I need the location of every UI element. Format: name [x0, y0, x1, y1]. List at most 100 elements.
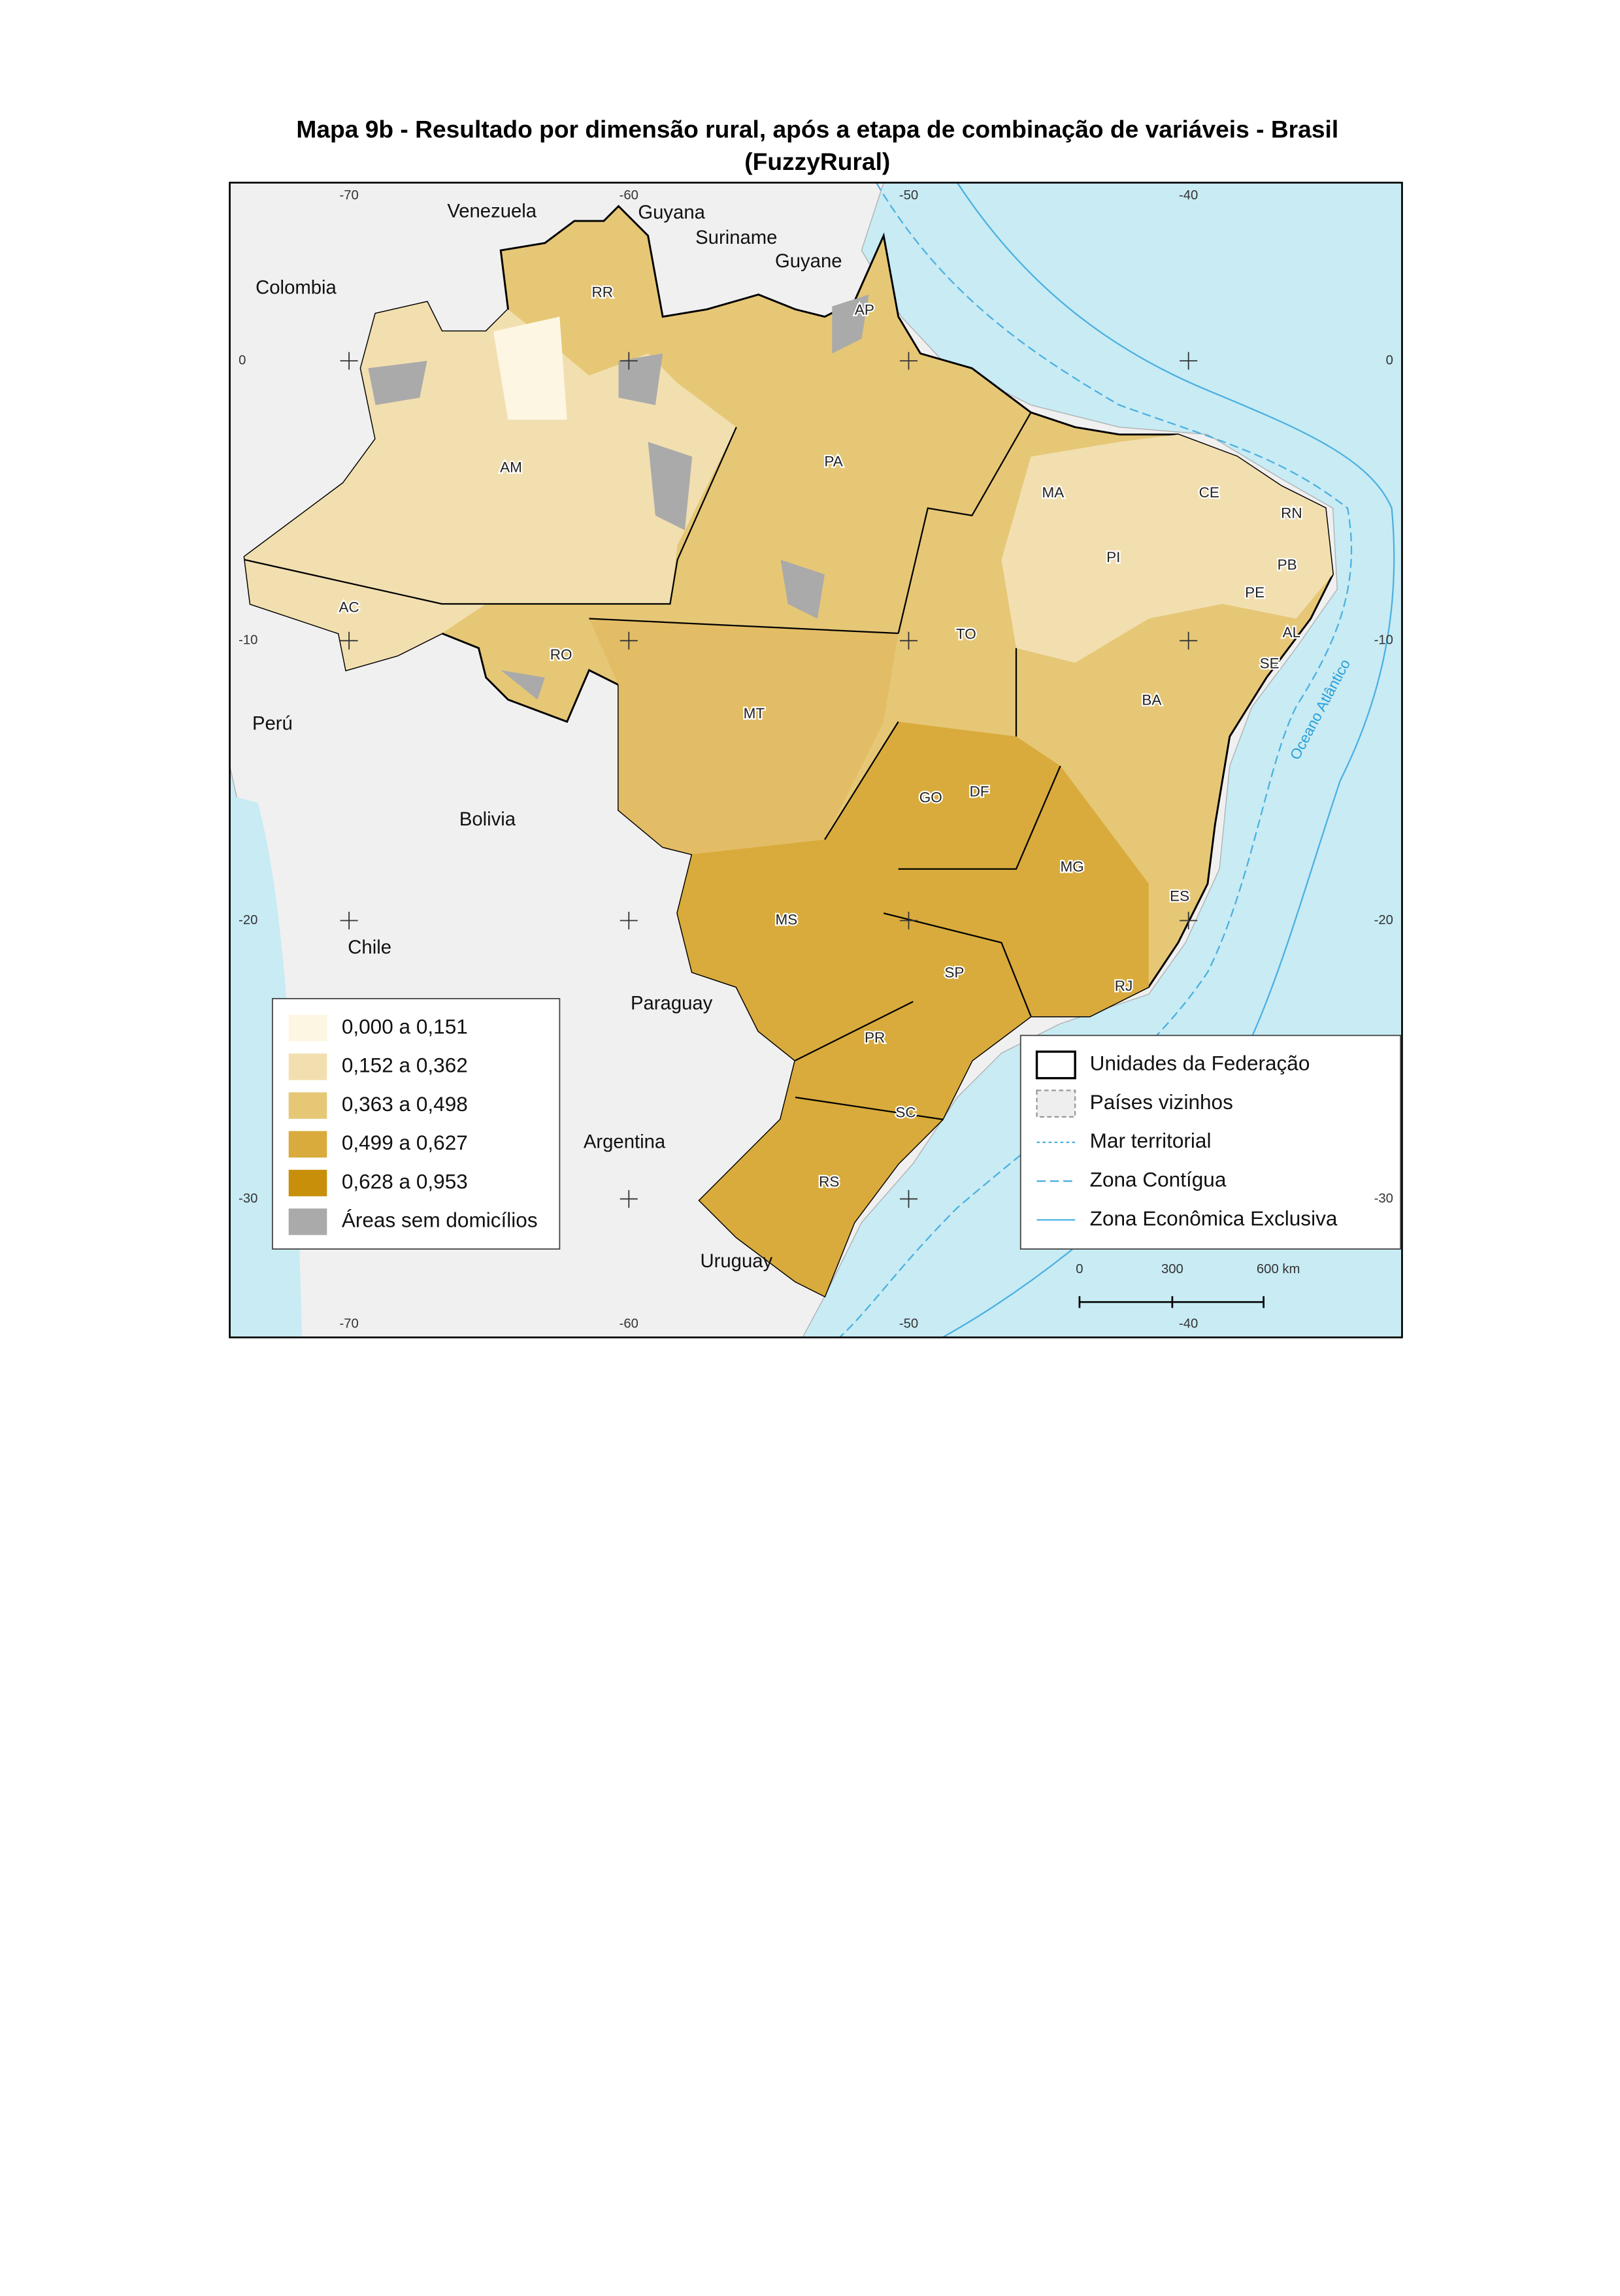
latitude-label: 0	[239, 353, 246, 367]
state-label: MG	[1061, 858, 1084, 874]
legend-symbol	[1035, 1050, 1076, 1080]
longitude-label: -70	[339, 1316, 358, 1331]
state-label: AP	[855, 301, 874, 318]
legend-symbol	[1036, 1090, 1076, 1118]
graticule-cross	[1180, 631, 1198, 650]
legend-label: 0,363 a 0,498	[342, 1092, 468, 1116]
state-label: MT	[744, 705, 765, 722]
latitude-label: 0	[1386, 353, 1393, 367]
legend-label: Zona Econômica Exclusiva	[1090, 1206, 1338, 1230]
latitude-label: -30	[1374, 1191, 1393, 1206]
legend-label: 0,000 a 0,151	[342, 1014, 468, 1038]
legend-label: Mar territorial	[1090, 1129, 1212, 1152]
graticule-cross	[620, 352, 638, 370]
graticule-cross	[620, 631, 638, 650]
legend-label: Unidades da Federação	[1090, 1052, 1310, 1075]
contiguous-zone	[838, 182, 1353, 1338]
state-label: CE	[1199, 484, 1219, 501]
legend-swatch	[288, 1169, 327, 1197]
state-label: SP	[944, 965, 964, 981]
state-label: PR	[865, 1029, 885, 1046]
state-label: PE	[1245, 584, 1265, 601]
legend-label: 0,499 a 0,627	[342, 1131, 468, 1154]
legend-label: Zona Contígua	[1090, 1168, 1227, 1191]
region-lowest	[493, 316, 567, 420]
scale-label: 600 km	[1257, 1262, 1300, 1276]
state-label: AL	[1283, 624, 1301, 641]
longitude-label: -60	[620, 188, 638, 203]
graticule-cross	[620, 911, 638, 930]
title-line: Mapa 9b - Resultado por dimensão rural, …	[296, 115, 1338, 142]
scale-label: 0	[1076, 1262, 1083, 1276]
legend-swatch	[288, 1208, 327, 1235]
state-label: MA	[1042, 484, 1064, 501]
state-label: SE	[1260, 655, 1280, 671]
state-label: DF	[970, 783, 989, 799]
graticule-cross	[899, 1190, 918, 1208]
latitude-label: -10	[1374, 633, 1393, 648]
state-label: RS	[819, 1174, 839, 1190]
graticule-cross	[1180, 352, 1198, 370]
graticule-cross	[620, 1190, 638, 1208]
state-label: PA	[824, 454, 842, 470]
state-label: TO	[956, 625, 976, 642]
country-label: Argentina	[584, 1131, 666, 1153]
country-label: Colombia	[256, 276, 337, 298]
legend-label: 0,628 a 0,953	[342, 1169, 468, 1193]
title-line: (FuzzyRural)	[744, 148, 890, 175]
legend-swatch	[288, 1054, 327, 1080]
map-frame	[229, 182, 1403, 1339]
legend-swatch	[288, 1131, 327, 1158]
state-label: GO	[919, 789, 942, 805]
graticule-cross	[340, 631, 358, 650]
state-label: BA	[1142, 692, 1161, 708]
legend-swatch	[288, 1014, 327, 1042]
country-label: Guyane	[775, 250, 842, 272]
graticule-cross	[340, 352, 358, 370]
longitude-label: -50	[899, 188, 918, 203]
legend-label: 0,152 a 0,362	[342, 1054, 468, 1077]
country-label: Paraguay	[631, 993, 713, 1014]
longitude-label: -50	[899, 1316, 918, 1331]
longitude-label: -40	[1179, 1316, 1198, 1331]
legend-swatch	[288, 1092, 327, 1119]
graticule-cross	[899, 352, 918, 370]
country-label: Guyana	[638, 202, 705, 224]
country-label: Bolivia	[459, 808, 516, 830]
country-label: Venezuela	[447, 200, 537, 222]
state-label: MS	[776, 911, 798, 927]
legend-label: Países vizinhos	[1090, 1090, 1233, 1114]
country-label: Chile	[348, 937, 391, 958]
state-label: ES	[1170, 888, 1189, 904]
state-label: PI	[1106, 549, 1120, 565]
country-label: Perú	[252, 713, 293, 735]
graticule-cross	[340, 911, 358, 930]
state-borders	[244, 412, 1061, 1120]
longitude-label: -60	[620, 1316, 638, 1331]
latitude-label: -10	[239, 633, 257, 648]
country-label: Suriname	[695, 227, 777, 248]
latitude-label: -20	[239, 913, 257, 927]
legend-layers	[1019, 1035, 1402, 1250]
state-label: AM	[500, 459, 522, 476]
longitude-label: -70	[339, 188, 358, 203]
state-label: AC	[339, 599, 359, 616]
country-label: Uruguay	[700, 1250, 772, 1272]
scale-label: 300	[1161, 1262, 1183, 1276]
latitude-label: -30	[239, 1191, 257, 1206]
longitude-label: -40	[1179, 188, 1198, 203]
state-label: PB	[1278, 556, 1297, 573]
state-label: RR	[591, 284, 613, 300]
state-label: RJ	[1115, 978, 1133, 994]
region-northeast	[1001, 434, 1333, 663]
scale-ticks	[1078, 1296, 1265, 1308]
region-light	[244, 301, 736, 671]
state-label: RO	[550, 646, 572, 663]
region-south	[677, 722, 1149, 1297]
graticule-cross	[899, 631, 918, 650]
graticule-cross	[1180, 911, 1198, 930]
state-label: SC	[895, 1105, 916, 1121]
graticule-cross	[899, 911, 918, 930]
